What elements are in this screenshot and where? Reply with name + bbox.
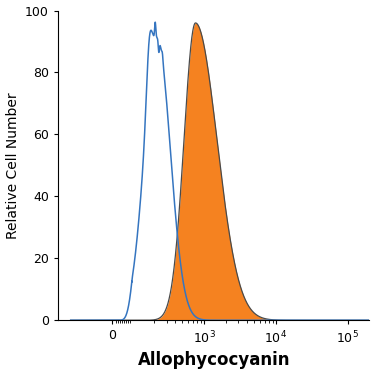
X-axis label: Allophycocyanin: Allophycocyanin bbox=[138, 351, 290, 369]
Y-axis label: Relative Cell Number: Relative Cell Number bbox=[6, 92, 20, 239]
